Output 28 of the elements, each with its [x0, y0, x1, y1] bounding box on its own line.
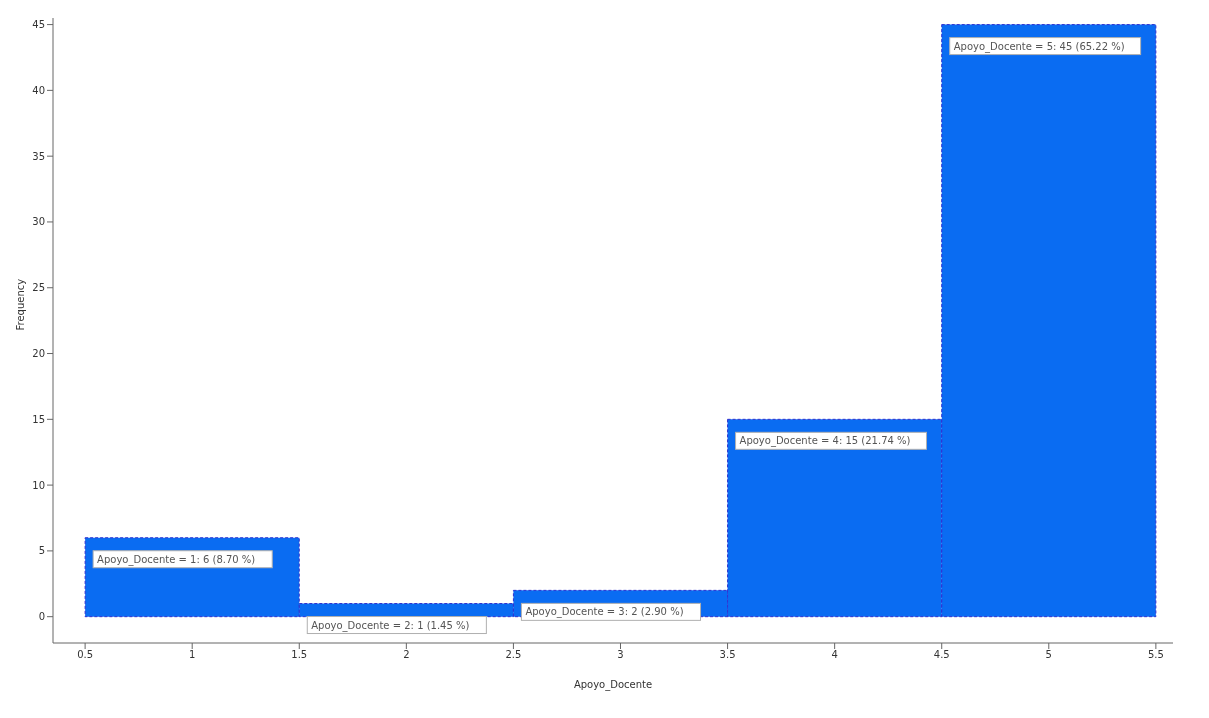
data-label: Apoyo_Docente = 1: 6 (8.70 %) [97, 553, 256, 566]
x-tick-label: 3.5 [719, 649, 736, 661]
data-label: Apoyo_Docente = 2: 1 (1.45 %) [311, 619, 470, 632]
x-tick-label: 2 [403, 649, 410, 661]
y-tick-label: 15 [32, 413, 45, 425]
x-tick-label: 2.5 [505, 649, 522, 661]
x-tick-label: 5 [1045, 649, 1052, 661]
data-label: Apoyo_Docente = 5: 45 (65.22 %) [953, 40, 1125, 53]
data-label: Apoyo_Docente = 4: 15 (21.74 %) [739, 435, 911, 448]
x-tick-label: 0.5 [77, 649, 94, 661]
y-tick-label: 20 [32, 348, 45, 360]
y-tick-label: 35 [32, 150, 45, 162]
x-tick-label: 5.5 [1147, 649, 1164, 661]
y-tick-label: 40 [32, 84, 45, 96]
y-tick-label: 30 [32, 216, 45, 228]
x-tick-label: 4 [831, 649, 838, 661]
x-tick-label: 1 [189, 649, 196, 661]
x-axis-title: Apoyo_Docente [573, 679, 653, 691]
y-tick-label: 5 [38, 545, 45, 557]
y-tick-label: 0 [38, 611, 45, 623]
x-tick-label: 4.5 [933, 649, 950, 661]
y-tick-label: 45 [32, 19, 45, 31]
y-tick-label: 10 [32, 479, 45, 491]
data-label: Apoyo_Docente = 3: 2 (2.90 %) [525, 606, 684, 619]
x-tick-label: 3 [617, 649, 624, 661]
y-axis-title: Frequency [14, 278, 26, 331]
x-tick-label: 1.5 [291, 649, 308, 661]
y-tick-label: 25 [32, 282, 45, 294]
